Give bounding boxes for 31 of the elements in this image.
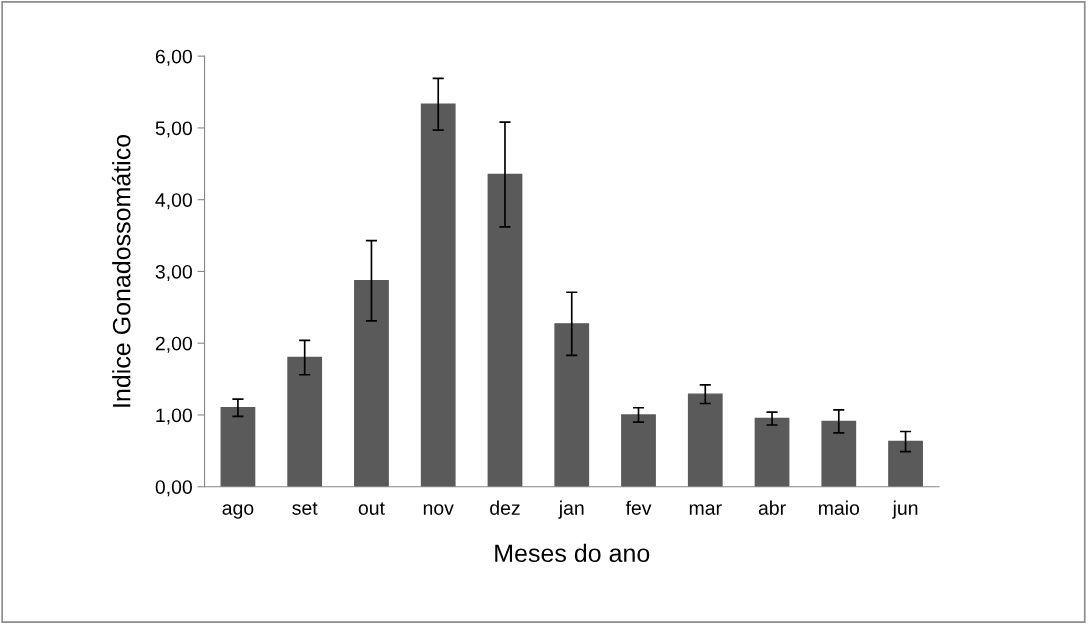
bar xyxy=(554,323,590,487)
bar xyxy=(821,420,857,487)
y-tick-label: 6,00 xyxy=(155,49,192,66)
x-tick-label: nov xyxy=(423,504,454,515)
x-tick-label: ago xyxy=(222,504,254,519)
x-tick-label: mar xyxy=(689,504,722,515)
bar xyxy=(621,414,656,487)
bar xyxy=(687,393,723,487)
x-tick-label: maio xyxy=(819,500,860,515)
y-tick-label: 1,00 xyxy=(156,408,192,425)
y-tick-label: 0,00 xyxy=(155,480,192,497)
x-tick-label: fev xyxy=(625,500,652,515)
bar xyxy=(487,173,523,487)
x-tick-label: jan xyxy=(558,500,584,519)
y-tick-label: 3,00 xyxy=(155,264,192,281)
bar xyxy=(888,440,923,487)
x-tick-label: dez xyxy=(490,500,520,515)
x-tick-label: jun xyxy=(892,500,918,519)
y-tick-label: 4,00 xyxy=(155,193,192,210)
x-tick-label: out xyxy=(358,502,385,515)
x-tick-label: abr xyxy=(758,500,786,515)
y-tick-label: 2,00 xyxy=(155,336,192,353)
bar xyxy=(420,103,456,487)
y-tick-label: 5,00 xyxy=(155,121,192,138)
bar xyxy=(754,417,790,487)
bar xyxy=(220,407,256,487)
bar xyxy=(354,280,389,487)
bar xyxy=(287,356,323,487)
x-axis-title: Meses do ano xyxy=(495,543,650,563)
x-tick-label: set xyxy=(292,502,318,515)
y-axis-title: Indice Gonadossomático xyxy=(111,134,131,407)
